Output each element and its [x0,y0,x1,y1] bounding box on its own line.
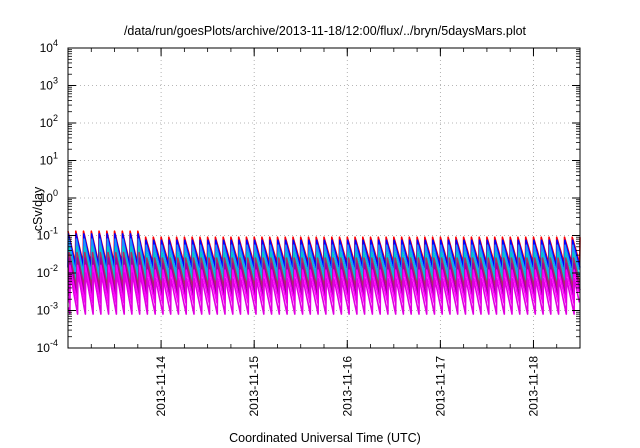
y-tick-label: 10-1 [37,226,58,243]
series-line-6 [67,264,580,304]
y-tick-label: 10-3 [37,301,58,318]
series-line-7 [67,272,581,315]
y-tick-label: 102 [40,113,58,130]
x-tick-label: 2013-11-16 [340,356,354,417]
x-axis-label: Coordinated Universal Time (UTC) [229,431,421,445]
y-tick-label: 101 [40,151,58,168]
y-axis-label: cSv/day [31,186,45,231]
y-ticks: 10-4 10-3 10-2 10-1 100 101 102 103 104 [37,38,58,355]
series-layer [67,230,581,315]
x-tick-label: 2013-11-15 [247,356,261,417]
x-tick-label: 2013-11-14 [154,356,168,417]
y-tick-label: 103 [40,76,58,93]
y-tick-label: 100 [40,188,58,205]
series-line-0 [67,230,581,265]
chart-title: /data/run/goesPlots/archive/2013-11-18/1… [124,24,527,38]
series-line-5 [67,257,581,297]
plot-frame [67,47,581,349]
y-tick-label: 10-4 [37,338,58,355]
y-tick-label: 104 [40,38,58,55]
axes [67,47,581,349]
y-tick-label: 10-2 [37,263,58,280]
x-ticks: 2013-11-14 2013-11-15 2013-11-16 2013-11-17… [154,356,540,417]
x-tick-label: 2013-11-17 [433,356,447,417]
x-tick-label: 2013-11-18 [526,356,540,417]
